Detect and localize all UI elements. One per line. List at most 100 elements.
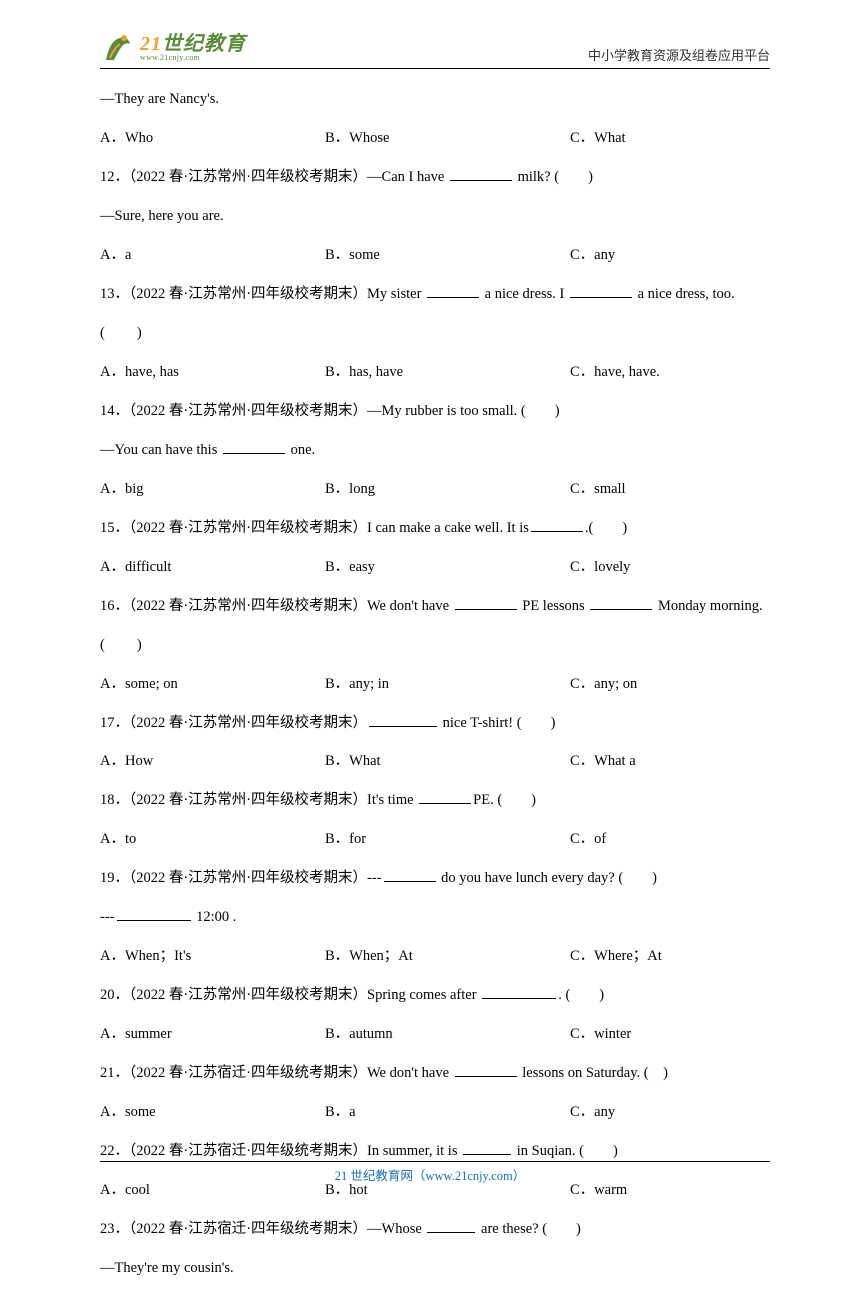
q16-stem-a: 16．（2022 春·江苏常州·四年级校考期末）We don't have [100, 598, 453, 614]
option-a: A．difficult [100, 556, 325, 578]
q16-stem-c: Monday morning. [654, 598, 762, 614]
option-c: C．Where；At [570, 945, 770, 967]
q21-stem-a: 21．（2022 春·江苏宿迁·四年级统考期末）We don't have [100, 1065, 453, 1081]
option-a: A．summer [100, 1023, 325, 1045]
footer-divider [100, 1161, 770, 1162]
option-c: C．What [570, 127, 770, 149]
q15-options: A．difficult B．easy C．lovely [100, 556, 770, 578]
q14-stem: 14．（2022 春·江苏常州·四年级校考期末）—My rubber is to… [100, 400, 770, 422]
option-c: C．any [570, 1101, 770, 1123]
option-b: B．some [325, 244, 570, 266]
q18-stem-b: PE. ( ) [473, 792, 536, 808]
q21-options: A．some B．a C．any [100, 1101, 770, 1123]
q19-options: A．When；It's B．When；At C．Where；At [100, 945, 770, 967]
q23-stem-b: are these? ( ) [477, 1221, 580, 1237]
q21-stem-b: lessons on Saturday. ( ) [519, 1065, 668, 1081]
exam-content: —They are Nancy's. A．Who B．Whose C．What … [100, 88, 770, 1296]
q12-options: A．a B．some C．any [100, 244, 770, 266]
blank [419, 790, 471, 805]
q15-stem: 15．（2022 春·江苏常州·四年级校考期末）I can make a cak… [100, 517, 770, 539]
q20-stem-b: . ( ) [558, 987, 604, 1003]
blank [570, 283, 632, 298]
q18-options: A．to B．for C．of [100, 828, 770, 850]
blank [117, 907, 191, 922]
option-c: C．winter [570, 1023, 770, 1045]
option-a: A．some; on [100, 673, 325, 695]
lead-options: A．Who B．Whose C．What [100, 127, 770, 149]
option-b: B．When；At [325, 945, 570, 967]
q20-options: A．summer B．autumn C．winter [100, 1023, 770, 1045]
option-b: B．for [325, 828, 570, 850]
blank [455, 1063, 517, 1078]
q14-answer: —You can have this one. [100, 439, 770, 461]
q13-stem-c: a nice dress, too. [634, 286, 735, 302]
q15-stem-a: 15．（2022 春·江苏常州·四年级校考期末）I can make a cak… [100, 520, 529, 536]
logo: 21世纪教育 www.21cnjy.com [100, 30, 246, 66]
option-b: B．Whose [325, 127, 570, 149]
option-b: B．autumn [325, 1023, 570, 1045]
footer-left: 21 世纪教育网（ [335, 1169, 426, 1183]
option-c: C．any; on [570, 673, 770, 695]
q22-stem-a: 22．（2022 春·江苏宿迁·四年级统考期末）In summer, it is [100, 1143, 461, 1159]
option-a: A．Who [100, 127, 325, 149]
q13-stem: 13．（2022 春·江苏常州·四年级校考期末）My sister a nice… [100, 283, 770, 305]
option-a: A．have, has [100, 361, 325, 383]
q17-stem-b: nice T-shirt! ( ) [439, 715, 555, 731]
q12-answer: —Sure, here you are. [100, 205, 770, 227]
logo-title-21: 21 [140, 33, 162, 55]
q20-stem-a: 20．（2022 春·江苏常州·四年级校考期末）Spring comes aft… [100, 987, 480, 1003]
q23-stem-a: 23．（2022 春·江苏宿迁·四年级统考期末）—Whose [100, 1221, 425, 1237]
q16-stem-b: PE lessons [519, 598, 589, 614]
option-a: A．How [100, 750, 325, 772]
q13-options: A．have, has B．has, have C．have, have. [100, 361, 770, 383]
logo-text: 21世纪教育 www.21cnjy.com [140, 34, 246, 62]
q13-paren: ( ) [100, 322, 770, 344]
blank [450, 166, 512, 181]
blank [590, 595, 652, 610]
q19-ans-a: --- [100, 909, 115, 925]
header-tagline: 中小学教育资源及组卷应用平台 [588, 45, 770, 66]
option-b: B．easy [325, 556, 570, 578]
blank [455, 595, 517, 610]
q16-stem: 16．（2022 春·江苏常州·四年级校考期末）We don't have PE… [100, 595, 770, 617]
q23-answer: —They're my cousin's. [100, 1257, 770, 1279]
q17-stem-a: 17．（2022 春·江苏常州·四年级校考期末） [100, 715, 367, 731]
blank [427, 1219, 475, 1234]
q23-stem: 23．（2022 春·江苏宿迁·四年级统考期末）—Whose are these… [100, 1218, 770, 1240]
blank [427, 283, 479, 298]
option-a: A．a [100, 244, 325, 266]
q22-stem-b: in Suqian. ( ) [513, 1143, 618, 1159]
option-c: C．have, have. [570, 361, 770, 383]
option-c: C．lovely [570, 556, 770, 578]
option-b: B．What [325, 750, 570, 772]
q21-stem: 21．（2022 春·江苏宿迁·四年级统考期末）We don't have le… [100, 1062, 770, 1084]
q20-stem: 20．（2022 春·江苏常州·四年级校考期末）Spring comes aft… [100, 984, 770, 1006]
option-c: C．any [570, 244, 770, 266]
blank [223, 439, 285, 454]
lead-answer: —They are Nancy's. [100, 88, 770, 110]
option-a: A．some [100, 1101, 325, 1123]
q15-stem-b: .( ) [585, 520, 627, 536]
page-header: 21世纪教育 www.21cnjy.com 中小学教育资源及组卷应用平台 [100, 22, 770, 66]
q13-stem-b: a nice dress. I [481, 286, 568, 302]
logo-url: www.21cnjy.com [140, 54, 246, 62]
option-b: B．any; in [325, 673, 570, 695]
footer-link: www.21cnjy.com [425, 1169, 512, 1183]
option-b: B．long [325, 478, 570, 500]
footer-right: ） [513, 1169, 526, 1183]
option-b: B．a [325, 1101, 570, 1123]
blank [531, 517, 583, 532]
q17-stem: 17．（2022 春·江苏常州·四年级校考期末） nice T-shirt! (… [100, 712, 770, 734]
q12-stem-a: 12．（2022 春·江苏常州·四年级校考期末）—Can I have [100, 169, 448, 185]
q17-options: A．How B．What C．What a [100, 750, 770, 772]
option-a: A．to [100, 828, 325, 850]
option-c: C．of [570, 828, 770, 850]
q19-stem-a: 19．（2022 春·江苏常州·四年级校考期末）--- [100, 870, 382, 886]
runner-icon [100, 30, 136, 66]
q16-options: A．some; on B．any; in C．any; on [100, 673, 770, 695]
q19-stem: 19．（2022 春·江苏常州·四年级校考期末）--- do you have … [100, 867, 770, 889]
q12-stem-b: milk? ( ) [514, 169, 593, 185]
q12-stem: 12．（2022 春·江苏常州·四年级校考期末）—Can I have milk… [100, 166, 770, 188]
blank [463, 1141, 511, 1156]
option-c: C．small [570, 478, 770, 500]
